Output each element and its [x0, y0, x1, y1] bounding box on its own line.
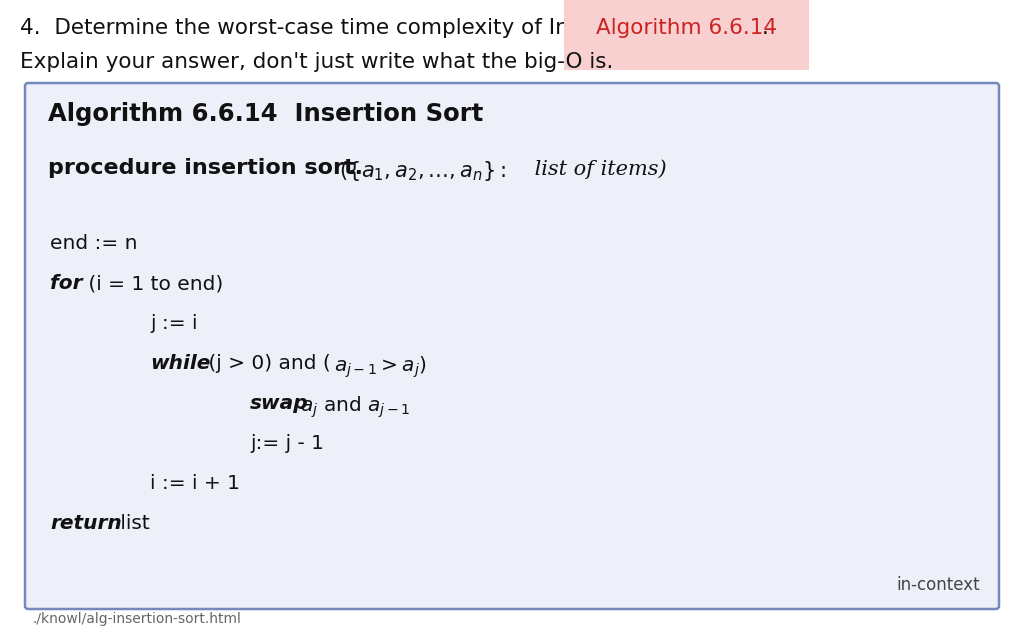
Text: for: for — [50, 274, 83, 293]
FancyBboxPatch shape — [25, 83, 999, 609]
Text: Explain your answer, don't just write what the big-O is.: Explain your answer, don't just write wh… — [20, 52, 613, 72]
Text: 4.  Determine the worst-case time complexity of Insertion Sort,: 4. Determine the worst-case time complex… — [20, 18, 709, 38]
Text: list: list — [114, 514, 150, 533]
Text: .: . — [762, 18, 769, 38]
Text: (i = 1 to end): (i = 1 to end) — [82, 274, 223, 293]
Text: Algorithm 6.6.14  Insertion Sort: Algorithm 6.6.14 Insertion Sort — [48, 102, 483, 126]
Text: end := n: end := n — [50, 234, 137, 253]
Text: procedure insertion sort.: procedure insertion sort. — [48, 158, 362, 178]
Text: list of items): list of items) — [528, 159, 667, 179]
Text: $a_{j-1} > a_j$): $a_{j-1} > a_j$) — [334, 355, 427, 380]
Text: j := i: j := i — [150, 314, 198, 333]
Text: Algorithm 6.6.14: Algorithm 6.6.14 — [596, 18, 777, 38]
Text: swap: swap — [250, 394, 308, 413]
Text: (j > 0) and (: (j > 0) and ( — [202, 354, 331, 373]
Text: j:= j - 1: j:= j - 1 — [250, 434, 324, 453]
Text: ./knowl/alg-insertion-sort.html: ./knowl/alg-insertion-sort.html — [32, 612, 241, 626]
Text: $a_j$ and $a_{j-1}$: $a_j$ and $a_{j-1}$ — [300, 395, 411, 420]
Text: return: return — [50, 514, 122, 533]
Text: while: while — [150, 354, 210, 373]
Text: i := i + 1: i := i + 1 — [150, 474, 240, 493]
Text: in-context: in-context — [896, 576, 980, 594]
Text: $(\{a_1, a_2, \ldots, a_n\}$$:$: $(\{a_1, a_2, \ldots, a_n\}$$:$ — [333, 159, 506, 183]
